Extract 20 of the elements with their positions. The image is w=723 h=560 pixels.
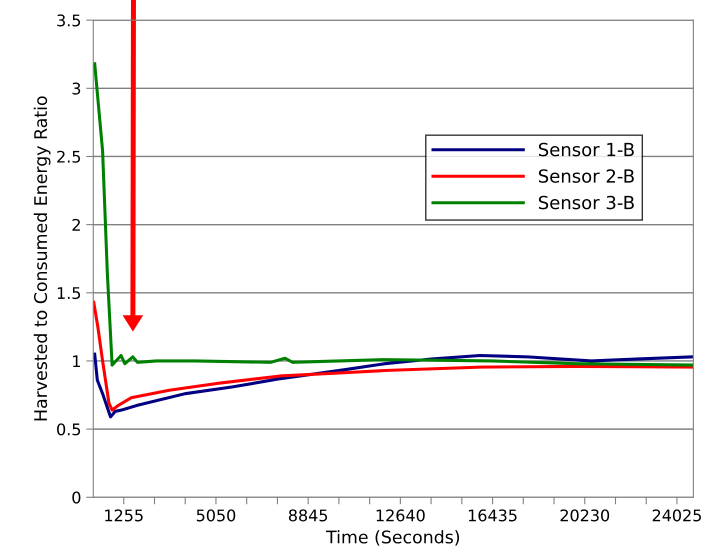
x-tick-label: 12640: [376, 509, 425, 522]
y-tick-label: 2.5: [57, 150, 80, 163]
y-tick-label: 3: [72, 82, 80, 95]
x-axis-title: Time (Seconds): [326, 530, 460, 546]
x-tick-label: 1255: [105, 509, 143, 522]
y-axis-title: Harvested to Consumed Energy Ratio: [34, 96, 51, 420]
x-tick-label: 8845: [288, 509, 328, 522]
y-tick-label: 1: [73, 355, 80, 368]
x-tick-label: 16435: [468, 509, 517, 522]
y-tick-label: 1.5: [58, 287, 80, 300]
legend-label: Sensor 1-B: [538, 142, 634, 156]
x-tick-label: 20230: [560, 509, 610, 522]
x-tick-label: 24025: [652, 509, 701, 522]
legend-label: Sensor 2-B: [538, 169, 634, 183]
legend-label: Sensor 3-B: [538, 196, 634, 210]
x-tick-label: 5050: [196, 509, 236, 522]
y-tick-label: 2: [72, 218, 80, 231]
y-tick-label: 3.5: [57, 14, 80, 26]
y-tick-label: 0.5: [57, 423, 80, 436]
y-tick-label: 0: [72, 491, 80, 504]
